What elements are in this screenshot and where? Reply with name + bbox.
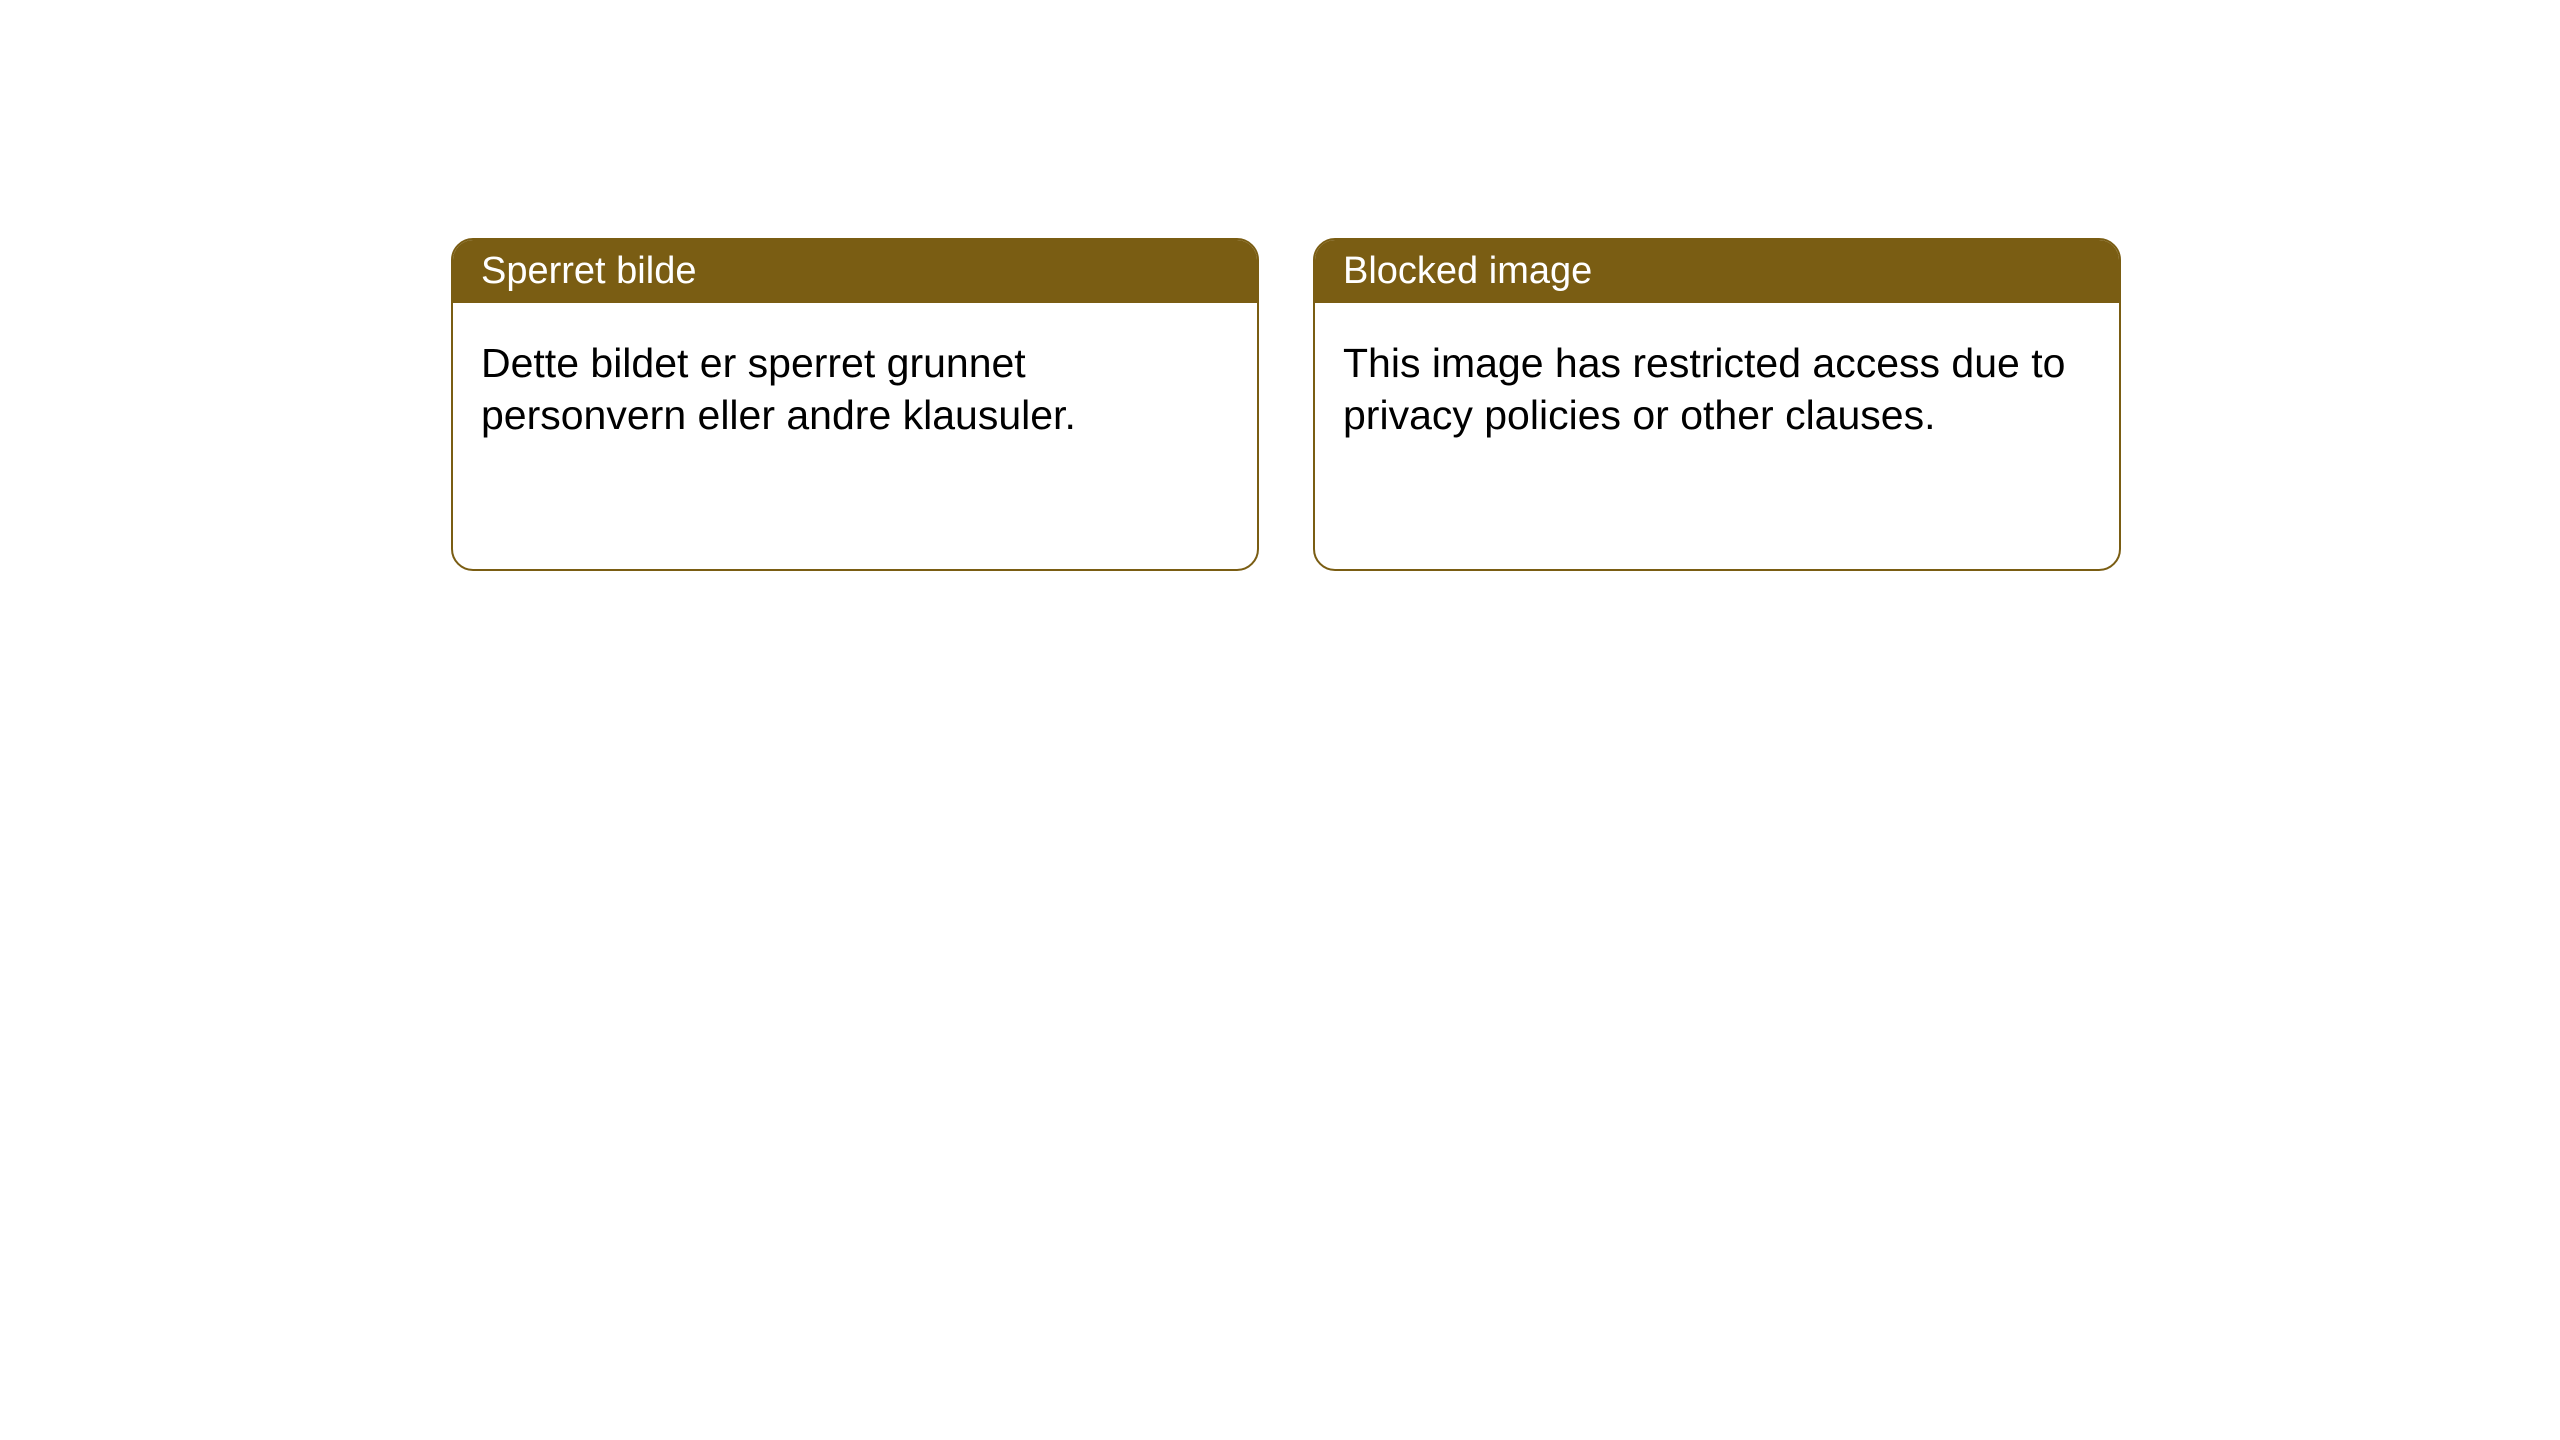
notice-header-english: Blocked image [1315, 240, 2119, 303]
notice-body-english: This image has restricted access due to … [1315, 303, 2119, 569]
notice-box-norwegian: Sperret bilde Dette bildet er sperret gr… [451, 238, 1259, 571]
notice-header-norwegian: Sperret bilde [453, 240, 1257, 303]
notice-body-norwegian: Dette bildet er sperret grunnet personve… [453, 303, 1257, 569]
notice-container: Sperret bilde Dette bildet er sperret gr… [0, 0, 2560, 571]
notice-box-english: Blocked image This image has restricted … [1313, 238, 2121, 571]
